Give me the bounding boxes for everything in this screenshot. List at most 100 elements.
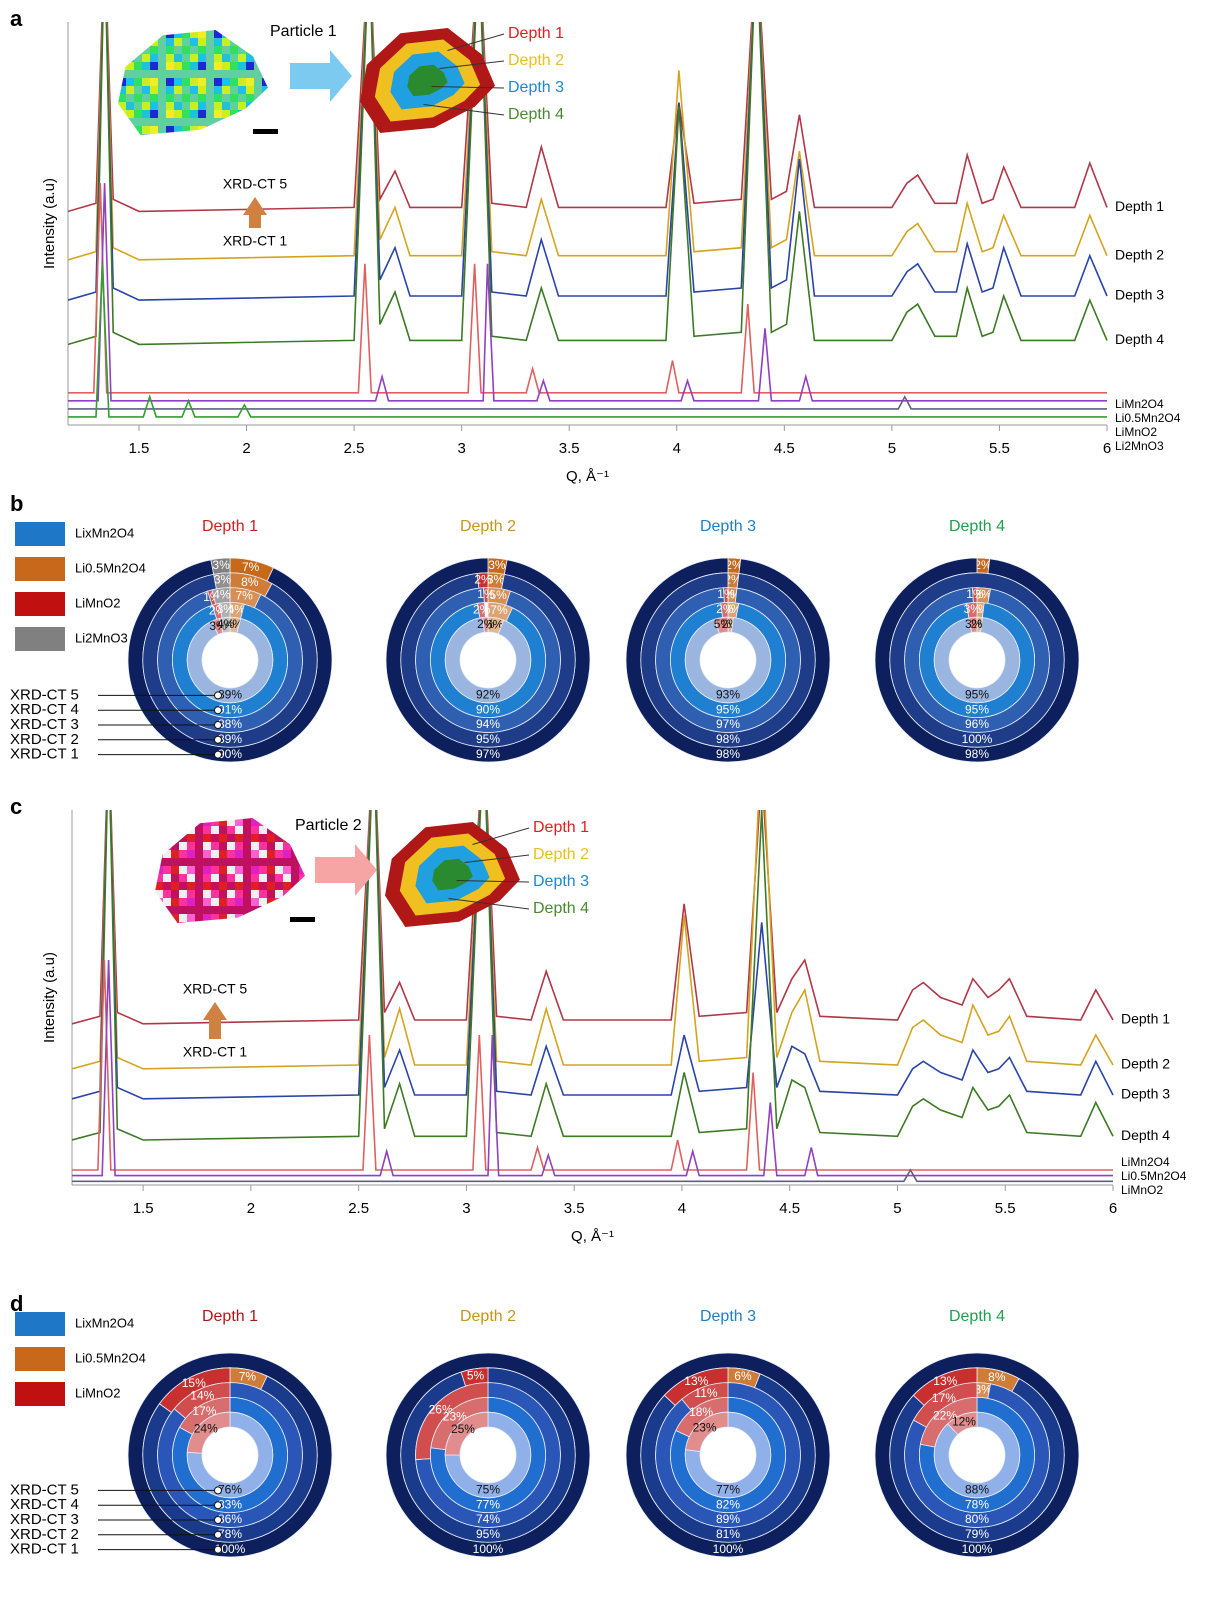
map-pixel — [134, 118, 142, 126]
map-pixel — [251, 858, 259, 866]
map-pixel — [166, 78, 174, 86]
x-axis-label: Q, Å⁻¹ — [571, 1228, 614, 1245]
legend-label: Li0.5Mn2O4 — [75, 1350, 146, 1365]
map-pixel — [155, 922, 163, 930]
map-pixel — [251, 850, 259, 858]
map-pixel — [243, 850, 251, 858]
map-pixel — [179, 826, 187, 834]
map-pixel — [246, 46, 254, 54]
map-pixel — [299, 906, 307, 914]
map-pixel — [190, 118, 198, 126]
map-pixel — [174, 78, 182, 86]
map-pixel — [254, 110, 262, 118]
map-pixel — [238, 94, 246, 102]
map-pixel — [275, 826, 283, 834]
value-label: 77% — [716, 1483, 740, 1497]
map-pixel — [158, 62, 166, 70]
map-pixel — [259, 914, 267, 922]
map-pixel — [238, 38, 246, 46]
leader-dot — [215, 692, 222, 699]
map-pixel — [166, 118, 174, 126]
map-pixel — [134, 78, 142, 86]
leader-dot — [215, 722, 222, 729]
legend-label: Li2MnO3 — [75, 630, 128, 645]
map-pixel — [219, 858, 227, 866]
value-label: 5% — [714, 617, 732, 631]
map-pixel — [179, 890, 187, 898]
map-pixel — [203, 874, 211, 882]
map-pixel — [118, 38, 126, 46]
map-pixel — [206, 86, 214, 94]
map-pixel — [142, 94, 150, 102]
map-pixel — [198, 102, 206, 110]
particle-map — [155, 818, 307, 930]
map-pixel — [182, 126, 190, 134]
map-pixel — [230, 86, 238, 94]
scale-bar — [253, 129, 278, 134]
value-label: 3% — [214, 573, 232, 587]
map-pixel — [150, 118, 158, 126]
map-pixel — [291, 890, 299, 898]
map-pixel — [238, 126, 246, 134]
map-pixel — [227, 850, 235, 858]
map-pixel — [198, 110, 206, 118]
map-pixel — [222, 54, 230, 62]
map-pixel — [275, 834, 283, 842]
map-pixel — [166, 62, 174, 70]
map-pixel — [203, 850, 211, 858]
map-pixel — [118, 86, 126, 94]
legend-swatch — [15, 1382, 65, 1406]
map-pixel — [275, 890, 283, 898]
value-label: 7% — [236, 589, 254, 603]
donut-title: Depth 3 — [700, 1308, 756, 1325]
map-pixel — [174, 86, 182, 94]
map-pixel — [262, 78, 270, 86]
map-pixel — [299, 834, 307, 842]
map-pixel — [219, 826, 227, 834]
map-pixel — [238, 110, 246, 118]
map-pixel — [166, 54, 174, 62]
map-pixel — [238, 30, 246, 38]
value-label: 7% — [239, 1369, 257, 1383]
value-label: 6% — [734, 1369, 752, 1383]
map-pixel — [126, 102, 134, 110]
map-pixel — [118, 118, 126, 126]
map-pixel — [195, 866, 203, 874]
map-pixel — [155, 898, 163, 906]
map-pixel — [254, 134, 262, 142]
map-pixel — [163, 906, 171, 914]
inset-label: Depth 2 — [533, 846, 589, 863]
map-pixel — [190, 70, 198, 78]
map-pixel — [155, 842, 163, 850]
map-pixel — [206, 62, 214, 70]
map-pixel — [251, 890, 259, 898]
map-pixel — [227, 874, 235, 882]
map-pixel — [166, 38, 174, 46]
map-pixel — [214, 38, 222, 46]
value-label: 79% — [965, 1527, 989, 1541]
map-pixel — [158, 126, 166, 134]
map-pixel — [267, 882, 275, 890]
map-pixel — [150, 102, 158, 110]
map-pixel — [150, 86, 158, 94]
map-pixel — [262, 94, 270, 102]
map-pixel — [190, 30, 198, 38]
legend-label: Li0.5Mn2O4 — [1121, 1169, 1187, 1183]
map-pixel — [259, 890, 267, 898]
map-pixel — [187, 834, 195, 842]
map-pixel — [182, 110, 190, 118]
map-pixel — [254, 78, 262, 86]
map-pixel — [206, 30, 214, 38]
map-pixel — [163, 834, 171, 842]
map-pixel — [262, 86, 270, 94]
map-pixel — [206, 110, 214, 118]
donut-title: Depth 2 — [460, 518, 516, 535]
map-pixel — [211, 874, 219, 882]
map-pixel — [214, 134, 222, 142]
annotation: XRD-CT 1 — [223, 233, 288, 249]
value-label: 3% — [965, 617, 983, 631]
map-pixel — [291, 842, 299, 850]
map-pixel — [235, 866, 243, 874]
donut-title: Depth 1 — [202, 518, 258, 535]
map-pixel — [158, 46, 166, 54]
